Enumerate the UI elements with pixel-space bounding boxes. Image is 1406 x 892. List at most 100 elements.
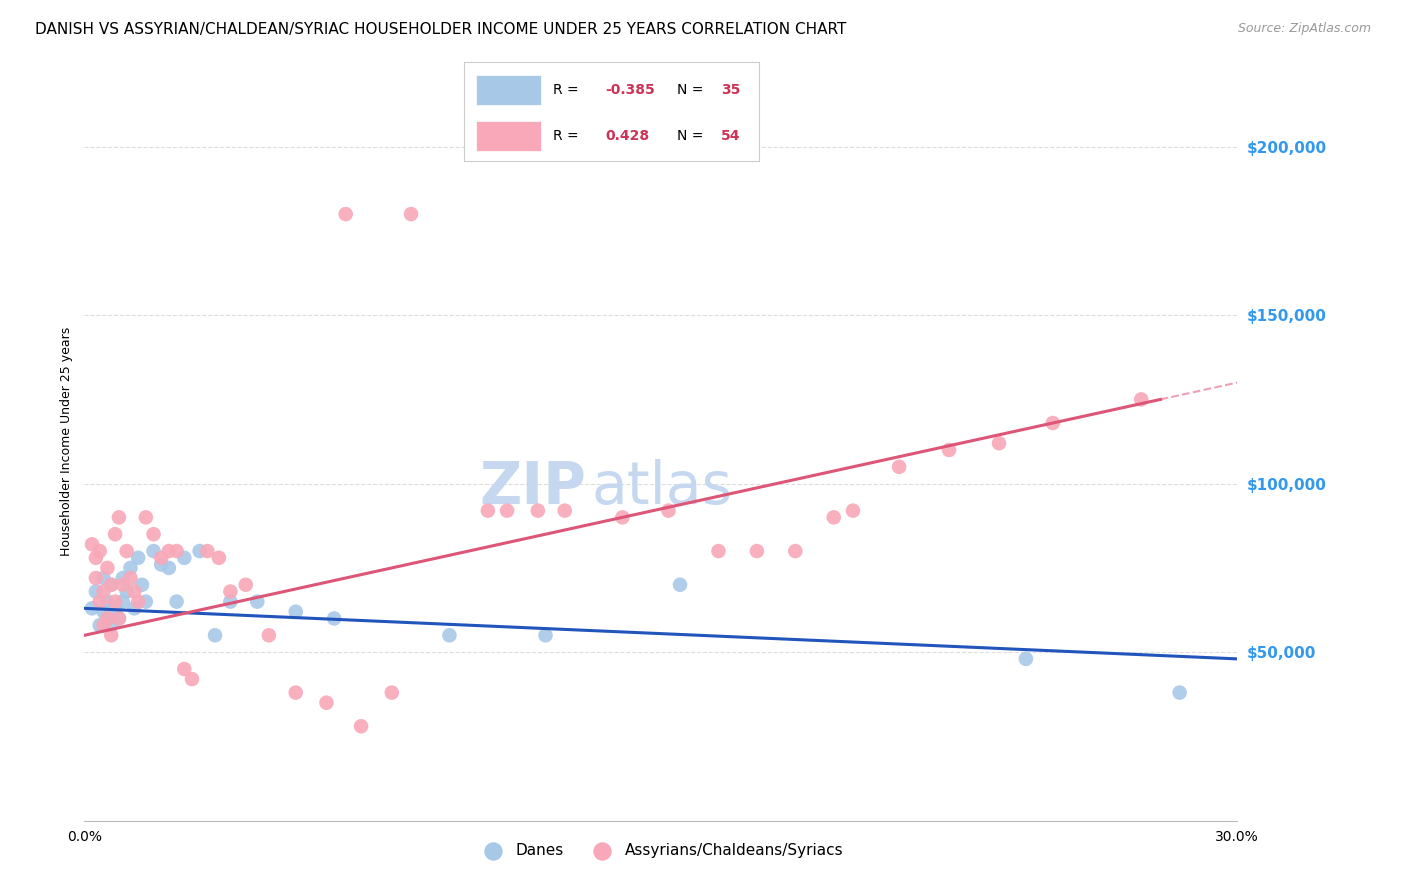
- Point: [669, 578, 692, 592]
- Point: [527, 503, 550, 517]
- Point: [823, 510, 845, 524]
- Text: atlas: atlas: [592, 458, 733, 516]
- Point: [219, 584, 242, 599]
- Point: [89, 544, 111, 558]
- Point: [115, 544, 138, 558]
- Point: [84, 550, 107, 565]
- Point: [707, 544, 730, 558]
- Point: [988, 436, 1011, 450]
- Text: 0.428: 0.428: [606, 129, 650, 143]
- Point: [93, 571, 115, 585]
- Point: [173, 662, 195, 676]
- Point: [335, 207, 357, 221]
- Point: [166, 594, 188, 608]
- Point: [1168, 685, 1191, 699]
- Point: [108, 611, 131, 625]
- Point: [323, 611, 346, 625]
- Point: [173, 550, 195, 565]
- Point: [80, 601, 103, 615]
- Point: [96, 561, 118, 575]
- Point: [127, 550, 149, 565]
- Point: [166, 544, 188, 558]
- Y-axis label: Householder Income Under 25 years: Householder Income Under 25 years: [60, 326, 73, 557]
- Point: [842, 503, 865, 517]
- Point: [135, 594, 157, 608]
- Point: [235, 578, 257, 592]
- Point: [350, 719, 373, 733]
- Point: [1042, 416, 1064, 430]
- Point: [100, 628, 122, 642]
- Point: [131, 578, 153, 592]
- Text: DANISH VS ASSYRIAN/CHALDEAN/SYRIAC HOUSEHOLDER INCOME UNDER 25 YEARS CORRELATION: DANISH VS ASSYRIAN/CHALDEAN/SYRIAC HOUSE…: [35, 22, 846, 37]
- Point: [100, 618, 122, 632]
- Point: [124, 601, 146, 615]
- Text: -0.385: -0.385: [606, 83, 655, 97]
- Point: [142, 544, 165, 558]
- Point: [219, 594, 242, 608]
- Point: [89, 618, 111, 632]
- Text: N =: N =: [676, 129, 707, 143]
- Point: [284, 685, 307, 699]
- Point: [1130, 392, 1153, 407]
- Text: R =: R =: [553, 129, 586, 143]
- Point: [96, 611, 118, 625]
- Point: [96, 594, 118, 608]
- Point: [108, 611, 131, 625]
- Point: [111, 578, 134, 592]
- Point: [496, 503, 519, 517]
- Point: [785, 544, 807, 558]
- Bar: [475, 75, 541, 104]
- Point: [534, 628, 557, 642]
- Point: [938, 442, 960, 457]
- Point: [157, 544, 180, 558]
- Point: [111, 594, 134, 608]
- Point: [150, 558, 173, 572]
- Point: [157, 561, 180, 575]
- Point: [399, 207, 422, 221]
- Bar: [475, 121, 541, 151]
- Point: [887, 459, 910, 474]
- Point: [96, 611, 118, 625]
- Point: [93, 618, 115, 632]
- Point: [100, 578, 122, 592]
- Point: [188, 544, 211, 558]
- Point: [104, 594, 127, 608]
- Point: [657, 503, 679, 517]
- Point: [284, 605, 307, 619]
- Point: [84, 584, 107, 599]
- Point: [124, 584, 146, 599]
- Point: [208, 550, 231, 565]
- Point: [120, 571, 142, 585]
- Point: [204, 628, 226, 642]
- Point: [84, 571, 107, 585]
- Point: [257, 628, 280, 642]
- Text: 35: 35: [721, 83, 740, 97]
- Point: [246, 594, 269, 608]
- Point: [115, 584, 138, 599]
- Text: R =: R =: [553, 83, 582, 97]
- Point: [439, 628, 461, 642]
- Point: [108, 510, 131, 524]
- Point: [93, 584, 115, 599]
- Point: [93, 605, 115, 619]
- Point: [195, 544, 218, 558]
- Text: N =: N =: [676, 83, 707, 97]
- Point: [315, 696, 337, 710]
- Point: [554, 503, 576, 517]
- Point: [127, 594, 149, 608]
- Point: [1015, 652, 1038, 666]
- Text: Source: ZipAtlas.com: Source: ZipAtlas.com: [1237, 22, 1371, 36]
- Point: [150, 550, 173, 565]
- Point: [100, 578, 122, 592]
- Point: [80, 537, 103, 551]
- Point: [104, 601, 127, 615]
- Point: [89, 594, 111, 608]
- Text: 54: 54: [721, 129, 741, 143]
- Point: [135, 510, 157, 524]
- Point: [142, 527, 165, 541]
- Point: [477, 503, 499, 517]
- Point: [104, 527, 127, 541]
- Point: [111, 571, 134, 585]
- Point: [612, 510, 634, 524]
- Point: [745, 544, 768, 558]
